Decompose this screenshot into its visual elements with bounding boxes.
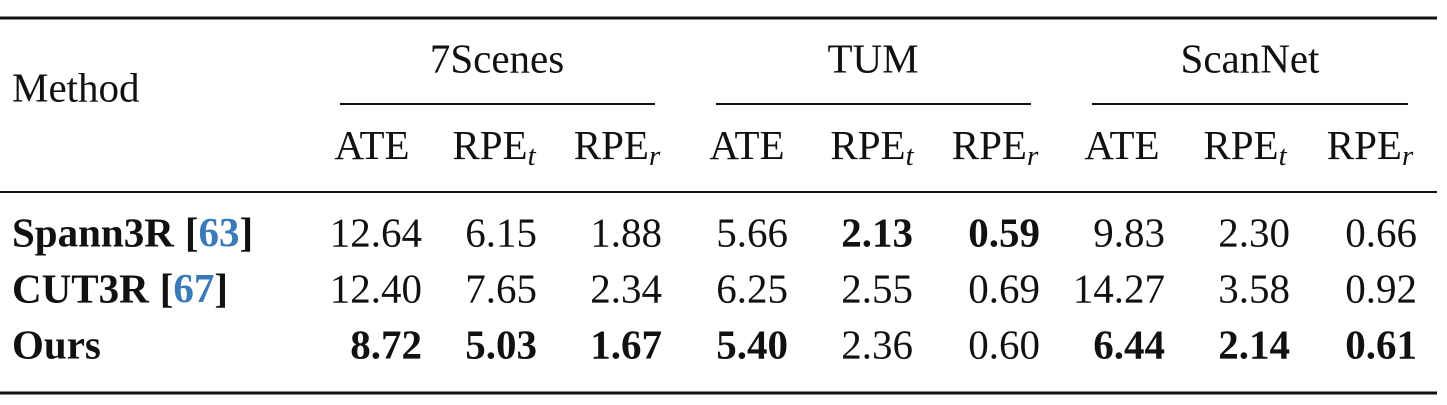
citation-number: 67 [173,265,214,311]
metric-header: RPEt [1203,122,1287,171]
cell-value: 7.65 [465,265,537,311]
metric-name: ATE [709,122,784,168]
citation-bracket: [ [160,265,174,311]
cell-value: 2.34 [590,265,662,311]
metric-name: ATE [1084,122,1159,168]
metric-subscript: r [1027,140,1039,172]
metric-header: RPEr [574,122,661,171]
citation-bracket: ] [239,209,253,255]
metric-subscript: t [528,140,537,172]
method-name: Spann3R [12,209,174,255]
group-header: TUM [827,35,918,81]
metric-header: RPEt [830,122,914,171]
cell-value: 3.58 [1218,265,1290,311]
citation: [67] [160,265,228,311]
metric-subscript: r [649,140,661,172]
cell-value: 12.40 [330,265,422,311]
cell-value: 9.83 [1093,209,1165,255]
citation-bracket: ] [214,265,228,311]
cell-value: 14.27 [1073,265,1165,311]
cell-value: 2.30 [1218,209,1290,255]
metric-name: RPE [574,122,649,168]
cell-value: 2.36 [841,321,913,367]
cell-value: 2.55 [841,265,913,311]
cell-value: 6.44 [1093,321,1165,367]
method-name: CUT3R [12,265,149,311]
metric-name: RPE [952,122,1027,168]
cell-value: 5.66 [716,209,788,255]
cell-value: 6.25 [716,265,788,311]
cell-value: 0.59 [968,209,1040,255]
cell-value: 5.03 [465,321,537,367]
cell-value: 12.64 [330,209,422,255]
cell-value: 0.69 [968,265,1040,311]
metric-header: RPEr [1327,122,1414,171]
metric-name: ATE [334,122,409,168]
cell-value: 6.15 [465,209,537,255]
metric-name: RPE [1327,122,1402,168]
metric-header: RPEt [452,122,536,171]
method-name: Ours [12,321,101,367]
metric-name: RPE [452,122,527,168]
metric-name: RPE [1203,122,1278,168]
metric-header: RPEr [952,122,1039,171]
cell-value: 5.40 [716,321,788,367]
metric-header: ATE [334,122,409,168]
group-header: 7Scenes [430,35,564,81]
cell-value: 1.88 [590,209,662,255]
metric-subscript: t [906,140,915,172]
citation-bracket: [ [185,209,199,255]
cell-value: 2.14 [1218,321,1290,367]
cell-value: 0.92 [1345,265,1417,311]
citation: [63] [185,209,253,255]
metric-header: ATE [1084,122,1159,168]
cell-value: 1.67 [590,321,662,367]
group-header: ScanNet [1181,35,1321,81]
cell-value: 0.60 [968,321,1040,367]
cell-value: 8.72 [350,321,422,367]
cell-value: 0.61 [1345,321,1417,367]
metric-header: ATE [709,122,784,168]
metric-name: RPE [830,122,905,168]
method-header: Method [12,64,140,110]
metric-subscript: r [1402,140,1414,172]
citation-number: 63 [198,209,239,255]
cell-value: 0.66 [1345,209,1417,255]
metric-subscript: t [1279,140,1288,172]
cell-value: 2.13 [841,209,913,255]
